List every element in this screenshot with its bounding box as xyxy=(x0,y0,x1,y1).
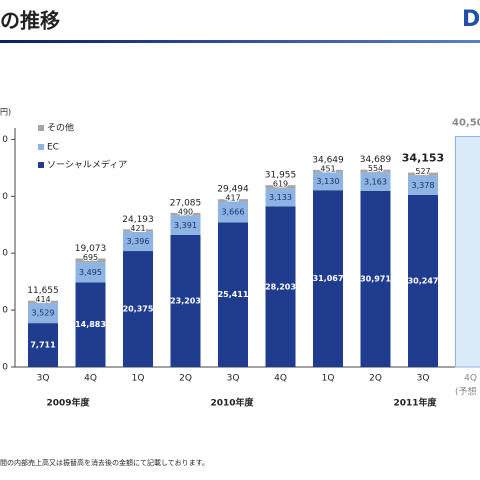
segment-label: 554 xyxy=(368,164,383,173)
x-tick-label: 3Q xyxy=(417,374,430,384)
x-tick-label: 3Q xyxy=(227,374,240,384)
bar-segment xyxy=(360,172,391,191)
total-label: 11,655 xyxy=(27,286,59,296)
year-label: 2010年度 xyxy=(210,397,254,409)
legend-label: その他 xyxy=(47,122,74,134)
bar-segment xyxy=(75,262,106,283)
segment-label: 3,130 xyxy=(317,177,340,186)
x-tick-label: 2Q xyxy=(179,374,192,384)
segment-label: 3,133 xyxy=(269,193,292,202)
segment-label: 695 xyxy=(83,253,98,262)
legend-swatch xyxy=(38,125,44,131)
segment-label: 30,971 xyxy=(360,274,391,283)
header-rule xyxy=(0,40,480,43)
bar-segment xyxy=(28,303,58,324)
total-label: 34,153 xyxy=(402,152,444,165)
total-label: 34,649 xyxy=(312,155,344,165)
x-tick-label: 4Q xyxy=(464,374,477,384)
title: の推移 xyxy=(0,9,60,33)
segment-label: 25,411 xyxy=(218,290,249,299)
segment-label: 3,378 xyxy=(412,181,435,190)
logo: D xyxy=(462,7,480,32)
legend-swatch xyxy=(38,144,44,150)
bar-segment xyxy=(28,300,58,304)
unit-label: 円) xyxy=(0,108,11,117)
segment-label: 3,396 xyxy=(127,237,150,246)
year-label: 2011年度 xyxy=(393,397,437,409)
x-tick-label: 4Q xyxy=(84,374,97,384)
total-label: 19,073 xyxy=(75,244,107,254)
y-tick-label: 0 xyxy=(2,135,8,145)
total-label: 24,193 xyxy=(122,215,154,225)
y-tick-label: 0 xyxy=(2,249,8,259)
bar-segment xyxy=(265,206,296,367)
total-label: 40,50 xyxy=(452,118,480,129)
total-label: 29,494 xyxy=(217,185,249,195)
bar-segment xyxy=(313,190,343,367)
bar-segment xyxy=(123,229,153,232)
x-tick-label: 1Q xyxy=(322,374,335,384)
x-tick-label: 3Q xyxy=(37,374,50,384)
segment-label: 619 xyxy=(273,180,288,189)
bar-segment xyxy=(408,175,438,195)
bar-segment xyxy=(218,199,248,202)
bar-segment xyxy=(28,323,58,367)
y-tick-label: 0 xyxy=(2,192,8,202)
bar-segment xyxy=(123,231,153,252)
bar-segment xyxy=(265,185,296,189)
x-tick-label: 1Q xyxy=(132,374,145,384)
footnote: 間の内部売上高又は振替高を消去後の金額にて記載しております。 xyxy=(0,458,209,467)
legend-label: EC xyxy=(47,143,59,153)
bar-segment xyxy=(313,172,343,191)
year-label: 2009年度 xyxy=(46,397,90,409)
bar-segment xyxy=(408,172,438,176)
bar-segment xyxy=(123,251,153,367)
segment-label: 414 xyxy=(35,295,50,304)
bar-segment xyxy=(360,169,391,173)
segment-label: 3,163 xyxy=(364,177,387,186)
y-tick-label: 0 xyxy=(2,363,8,373)
bar-segment xyxy=(218,201,248,223)
segment-label: 527 xyxy=(415,167,430,176)
segment-label: 451 xyxy=(320,164,335,173)
total-label: 31,955 xyxy=(265,171,297,181)
segment-label: 31,067 xyxy=(313,274,344,283)
legend-label: ソーシャルメディア xyxy=(47,159,127,171)
segment-label: 28,203 xyxy=(265,282,296,291)
legend-swatch xyxy=(38,162,44,168)
forecast-note: (予想 xyxy=(455,386,477,398)
segment-label: 3,529 xyxy=(32,309,55,318)
bar-segment xyxy=(360,190,391,367)
segment-label: 14,883 xyxy=(75,320,106,329)
segment-label: 3,666 xyxy=(222,207,245,216)
y-tick-label: 0 xyxy=(2,306,8,316)
bar-segment xyxy=(170,212,201,216)
segment-label: 3,495 xyxy=(79,268,102,277)
segment-label: 417 xyxy=(225,194,240,203)
bar-segment xyxy=(313,169,343,173)
bar-segment xyxy=(170,215,201,235)
x-tick-label: 4Q xyxy=(274,374,287,384)
bar-segment xyxy=(265,188,296,207)
bar-segment xyxy=(170,234,201,367)
total-label: 34,689 xyxy=(360,155,392,165)
bar-segment xyxy=(75,282,106,367)
segment-label: 490 xyxy=(178,207,193,216)
segment-label: 20,375 xyxy=(123,305,154,314)
x-tick-label: 2Q xyxy=(369,374,382,384)
forecast-bar xyxy=(455,136,480,368)
bar-segment xyxy=(75,258,106,263)
total-label: 27,085 xyxy=(170,198,202,208)
segment-label: 30,247 xyxy=(408,276,439,285)
segment-label: 7,711 xyxy=(30,341,56,350)
segment-label: 23,203 xyxy=(170,296,201,305)
bar-segment xyxy=(218,222,248,367)
bar-segment xyxy=(408,194,438,367)
segment-label: 3,391 xyxy=(174,221,197,230)
segment-label: 421 xyxy=(130,224,145,233)
